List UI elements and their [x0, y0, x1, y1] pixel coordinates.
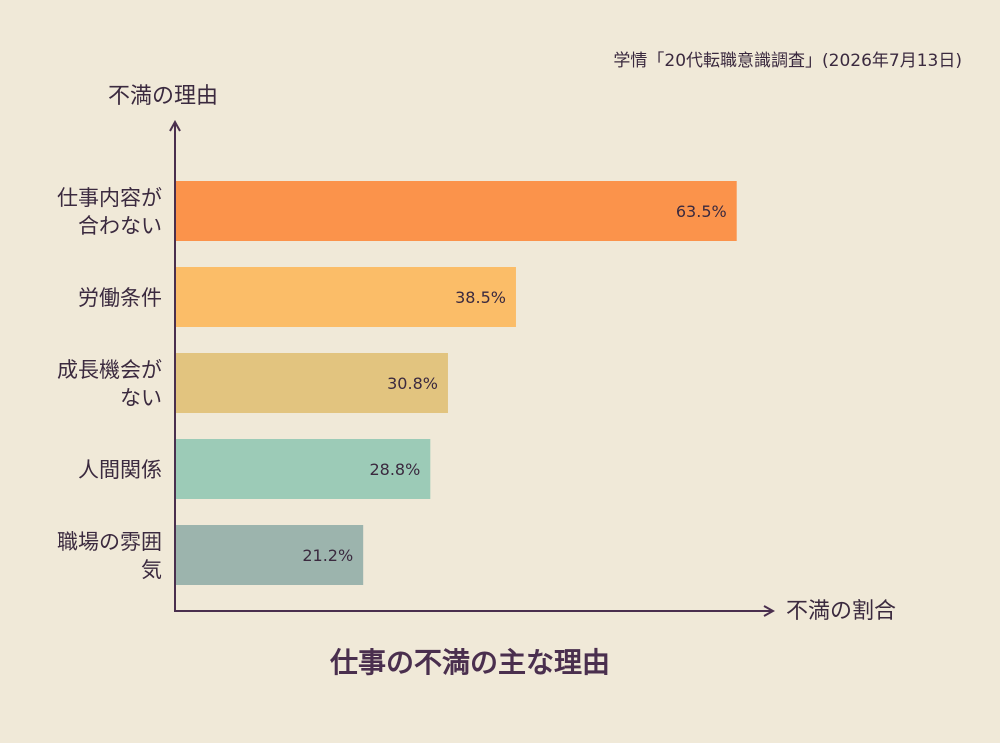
category-label-2: 労働条件: [78, 286, 162, 310]
value-label-2: 38.5%: [455, 288, 506, 307]
category-label-line: 人間関係: [78, 458, 162, 482]
category-label-line: 合わない: [78, 214, 162, 238]
bars-group: [176, 181, 737, 585]
bar-4: [176, 439, 431, 499]
chart-title: 仕事の不満の主な理由: [329, 646, 610, 679]
category-label-line: 気: [141, 558, 162, 582]
value-label-5: 21.2%: [302, 546, 353, 565]
value-label-3: 30.8%: [387, 374, 438, 393]
category-label-4: 人間関係: [78, 458, 162, 482]
category-label-line: 職場の雰囲: [57, 530, 162, 554]
value-label-4: 28.8%: [369, 460, 420, 479]
bar-2: [176, 267, 516, 327]
bar-5: [176, 525, 364, 585]
category-label-line: ない: [120, 386, 162, 410]
category-label-1: 仕事内容が合わない: [57, 186, 162, 238]
value-label-1: 63.5%: [676, 202, 727, 221]
y-axis-title: 不満の理由: [108, 84, 218, 109]
category-label-line: 労働条件: [78, 286, 162, 310]
category-label-line: 成長機会が: [57, 358, 162, 382]
bar-1: [176, 181, 737, 241]
x-axis-title: 不満の割合: [786, 599, 896, 624]
bar-3: [176, 353, 448, 413]
category-label-line: 仕事内容が: [57, 186, 162, 210]
value-labels: 63.5% 38.5% 30.8% 28.8% 21.2%: [302, 202, 726, 565]
category-label-3: 成長機会がない: [57, 358, 162, 410]
source-note: 学情「20代転職意識調査」(2026年7月13日): [613, 51, 962, 71]
category-label-5: 職場の雰囲気: [57, 530, 162, 582]
